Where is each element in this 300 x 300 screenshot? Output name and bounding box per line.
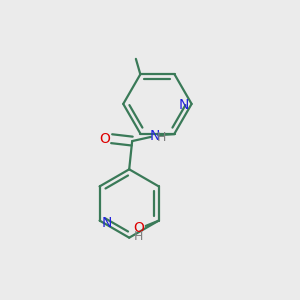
Text: N: N <box>149 129 160 143</box>
Text: N: N <box>179 98 189 112</box>
Text: O: O <box>134 221 144 235</box>
Text: N: N <box>102 216 112 230</box>
Text: H: H <box>157 131 167 144</box>
Text: H: H <box>134 230 144 243</box>
Text: O: O <box>99 132 110 146</box>
